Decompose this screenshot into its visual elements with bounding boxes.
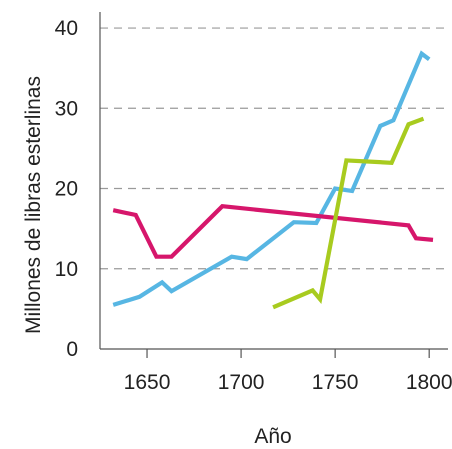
y-tick-label: 40: [55, 17, 78, 40]
series-lines: [112, 50, 434, 310]
x-tick-label: 1800: [406, 371, 452, 394]
x-tick-label: 1650: [124, 371, 171, 394]
y-tick-label: 30: [55, 97, 78, 120]
gridlines: [100, 27, 448, 270]
x-tick-label: 1750: [312, 371, 359, 394]
series-line-2: [112, 204, 434, 259]
y-tick-label: 20: [55, 178, 78, 201]
x-tick-label: 1700: [218, 371, 265, 394]
series-line-1: [112, 50, 431, 307]
x-axis-title: Año: [254, 425, 291, 448]
y-axis-ticks: 0 10 20 30 40: [55, 17, 78, 361]
y-tick-label: 0: [66, 338, 78, 361]
y-tick-label: 10: [55, 258, 78, 281]
x-axis-ticks: 1650 1700 1750 1800: [124, 349, 452, 394]
y-axis-title: Millones de libras esterlinas: [22, 76, 45, 334]
series-line-3: [272, 116, 425, 310]
axes: [99, 12, 448, 350]
